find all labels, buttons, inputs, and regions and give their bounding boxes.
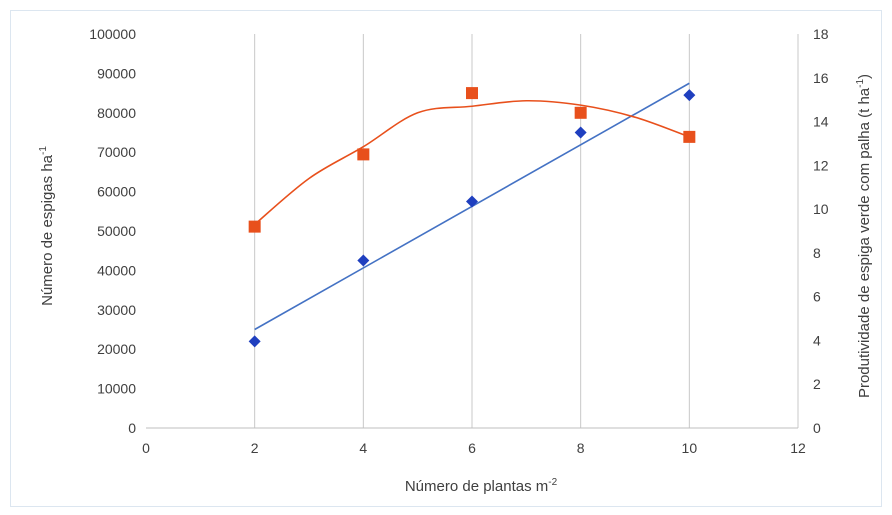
x-tick-label: 8 [577,440,585,456]
y-left-tick-label: 50000 [97,223,136,239]
data-point-square [248,220,261,233]
data-point-square [357,148,370,161]
y-axis-right-title: Produtividade de espiga verde com palha … [855,74,873,398]
y-right-tick-label: 16 [813,70,829,86]
x-axis-title: Número de plantas m-2 [405,477,558,495]
chart-frame: 0 2 4 6 8 10 12 0 10000 20000 30000 40000 50000 60000… [10,10,882,507]
x-tick-label: 6 [468,440,476,456]
y-right-tick-label: 4 [813,332,821,348]
y-left-tick-label: 20000 [97,341,136,357]
y-right-tick-label: 0 [813,420,821,436]
y-right-tick-label: 14 [813,114,829,130]
y-left-tick-label: 100000 [89,26,136,42]
trendline-square [254,99,690,226]
data-point-square [683,130,696,143]
y-left-tick-label: 60000 [97,184,136,200]
x-tick-label: 10 [682,440,698,456]
data-point-diamond [683,89,696,102]
y-axis-left-title: Número de espigas ha-1 [38,146,56,306]
y-left-tick-label: 80000 [97,105,136,121]
y-right-tick-label: 18 [813,26,829,42]
y-left-tick-label: 70000 [97,144,136,160]
y-right-tick-label: 8 [813,245,821,261]
chart: 0 2 4 6 8 10 12 0 10000 20000 30000 40000 50000 60000… [38,26,873,495]
tick-labels: 0 2 4 6 8 10 12 0 10000 20000 30000 40000 50000 60000… [89,26,829,456]
data-point-square [466,87,478,100]
x-tick-label: 2 [251,440,259,456]
y-left-tick-label: 90000 [97,65,136,81]
data-point-diamond [574,126,587,139]
data-point-diamond [466,195,478,208]
x-tick-label: 0 [142,440,150,456]
y-left-tick-label: 10000 [97,381,136,397]
y-right-tick-label: 10 [813,201,829,217]
y-left-tick-label: 0 [128,420,136,436]
x-tick-label: 4 [359,440,367,456]
y-right-tick-label: 2 [813,376,821,392]
y-left-tick-label: 40000 [97,262,136,278]
y-right-tick-label: 6 [813,289,821,305]
data-point-square [574,106,587,119]
grid [254,34,799,428]
y-right-tick-label: 12 [813,157,829,173]
x-tick-label: 12 [790,440,806,456]
data-points [248,87,696,348]
data-point-diamond [248,335,261,348]
y-left-tick-label: 30000 [97,302,136,318]
